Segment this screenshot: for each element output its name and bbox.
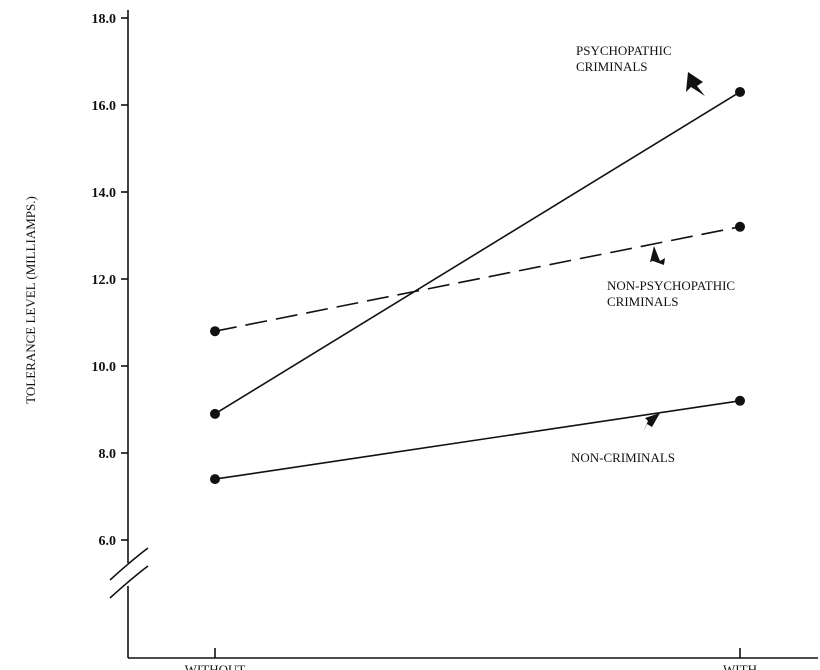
x-categories: WITHOUTINCENTIVES WITHINCENTIVES	[177, 648, 779, 670]
y-tick-label: 10.0	[92, 360, 117, 375]
series-label-2: NON-PSYCHOPATHIC CRIMINALS	[607, 278, 735, 309]
y-tick-label: 16.0	[92, 99, 117, 114]
axes	[109, 10, 818, 659]
series-label-line: NON-CRIMINALS	[571, 450, 675, 465]
y-axis-label: TOLERANCE LEVEL (MILLIAMPS.)	[23, 196, 38, 404]
series-label-line: NON-PSYCHOPATHIC	[607, 278, 735, 293]
data-point	[210, 408, 220, 419]
data-point	[735, 221, 745, 232]
y-tick-label: 14.0	[92, 186, 117, 201]
curved-arrow-icon	[650, 246, 665, 265]
x-category-label: WITHOUTINCENTIVES	[177, 662, 254, 670]
x-category-label-line: WITH	[723, 662, 757, 670]
axis-break-mark-lower	[109, 565, 149, 599]
y-tick-label: 18.0	[92, 12, 117, 27]
series-label-line: CRIMINALS	[607, 294, 679, 309]
series-label-1: PSYCHOPATHIC CRIMINALS	[576, 43, 672, 74]
y-ticks: 6.0 8.0 10.0 12.0 14.0 16.0 18.0	[92, 12, 128, 549]
y-axis-label-group: TOLERANCE LEVEL (MILLIAMPS.)	[23, 196, 38, 404]
x-category-label-line: WITHOUT	[185, 662, 246, 670]
axis-break-mark-upper	[109, 547, 149, 581]
series-line-3	[214, 400, 741, 480]
curved-arrow-icon	[643, 413, 660, 432]
data-point	[210, 474, 220, 485]
x-category-label: WITHINCENTIVES	[702, 662, 779, 670]
curved-arrow-icon	[686, 72, 705, 96]
series-label-line: CRIMINALS	[576, 59, 648, 74]
series-label-3: NON-CRIMINALS	[571, 450, 675, 465]
data-point	[735, 395, 745, 406]
y-tick-label: 12.0	[92, 273, 117, 288]
series-line-2	[214, 226, 741, 332]
data-point	[735, 86, 745, 97]
series-line-1	[214, 91, 741, 415]
series-group	[210, 86, 745, 485]
y-tick-label: 6.0	[99, 534, 117, 549]
series-label-line: PSYCHOPATHIC	[576, 43, 672, 58]
y-tick-label: 8.0	[99, 447, 117, 462]
data-point	[210, 326, 220, 337]
